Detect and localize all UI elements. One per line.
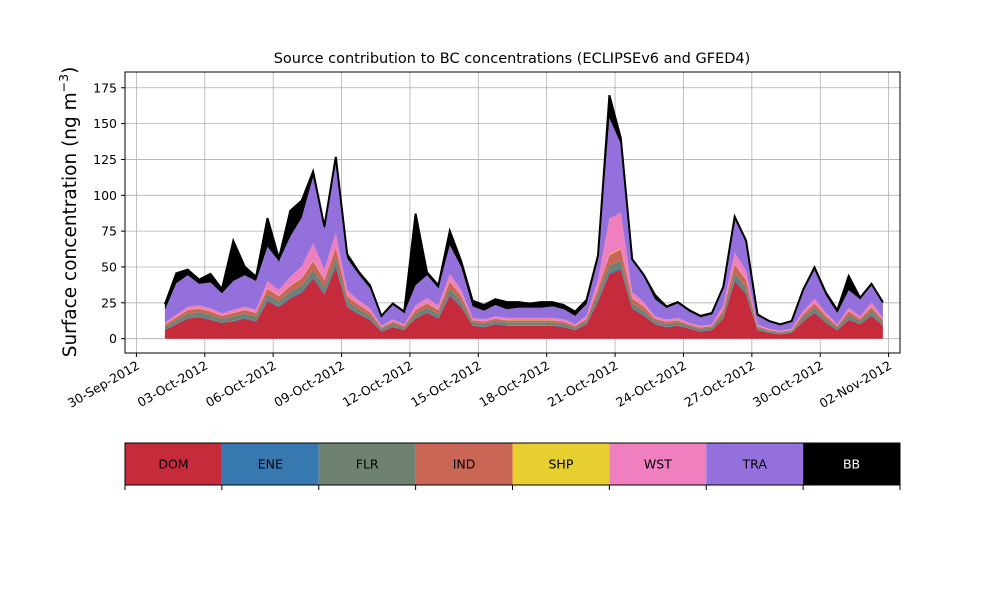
legend-swatch-ind [415,443,513,485]
y-axis-label-superscript: −3 [56,74,71,92]
chart-title: Source contribution to BC concentrations… [274,51,751,67]
legend-swatch-flr [318,443,416,485]
legend-label-dom: DOM [158,457,188,472]
legend-colorbar: DOM ENE FLR IND SHP WST TRA BB [124,442,901,490]
total-outline-line [163,94,884,326]
area-tra [164,118,883,331]
legend-label-shp: SHP [549,457,574,472]
legend-swatch-dom [125,443,222,485]
legend-label-wst: WST [644,457,672,472]
legend-label-bb: BB [843,457,860,472]
legend-label-tra: TRA [742,457,768,472]
area-dom [164,267,883,339]
y-axis-label: Surface concentration (ng m−3) [56,67,81,358]
legend-label-flr: FLR [356,457,379,472]
legend-swatch-tra [706,443,804,485]
y-tick-label: 125 [93,152,117,167]
legend-swatch-wst [609,443,707,485]
stacked-areas [164,95,883,339]
y-tick-label: 150 [93,116,117,131]
y-axis-ticks: 0 25 50 75 100 125 150 175 [93,80,125,346]
plot-frame [124,71,901,354]
y-tick-label: 0 [109,331,117,346]
y-tick-label: 50 [101,259,117,274]
legend-label-ind: IND [453,457,476,472]
y-tick-label: 25 [101,295,117,310]
y-axis-label-text: Surface concentration (ng m [60,92,81,357]
y-tick-label: 175 [93,80,117,95]
legend-swatch-ene [221,443,319,485]
y-tick-label: 100 [93,188,117,203]
y-axis-label-close: ) [60,67,81,74]
legend-swatch-bb [803,443,900,485]
legend-swatch-shp [512,443,610,485]
legend-label-ene: ENE [258,457,283,472]
y-tick-label: 75 [101,224,117,239]
